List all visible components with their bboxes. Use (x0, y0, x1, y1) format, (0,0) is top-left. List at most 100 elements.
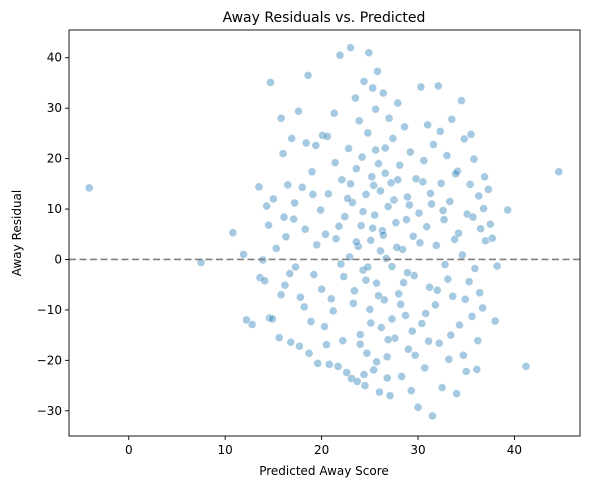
data-point (285, 269, 295, 278)
data-point (442, 151, 452, 160)
data-point (311, 141, 321, 150)
data-point (382, 373, 392, 383)
data-point (417, 319, 427, 328)
data-point (450, 235, 459, 244)
data-point (395, 160, 405, 170)
data-point (459, 134, 469, 144)
data-point (289, 214, 298, 224)
data-point (436, 179, 446, 188)
data-point (350, 286, 359, 296)
data-point (445, 197, 455, 206)
data-point (260, 276, 270, 285)
data-point (408, 231, 418, 241)
data-point (387, 314, 397, 324)
data-point (379, 88, 388, 98)
x-tick-label: 10 (218, 443, 233, 457)
data-point (402, 215, 411, 224)
data-point (276, 113, 286, 123)
data-point (486, 219, 495, 229)
data-point (371, 145, 380, 155)
data-point (306, 317, 316, 326)
data-point (440, 260, 450, 269)
data-point (242, 315, 251, 325)
data-point (377, 323, 386, 332)
data-point (418, 177, 428, 187)
data-point (342, 368, 351, 377)
data-point (404, 344, 413, 354)
x-tick-label: 30 (410, 443, 425, 457)
data-point (381, 254, 391, 263)
data-point (255, 273, 265, 282)
data-point (431, 300, 440, 310)
data-point (427, 199, 436, 209)
data-point (339, 272, 349, 281)
data-point (276, 290, 286, 300)
data-point (335, 50, 345, 60)
data-point (391, 218, 401, 227)
data-point (298, 183, 307, 192)
data-point (196, 258, 206, 267)
data-point (444, 355, 454, 364)
data-point (388, 134, 398, 143)
data-point (266, 78, 275, 87)
data-point (374, 291, 383, 301)
data-point (286, 337, 296, 347)
data-point (359, 370, 369, 379)
data-point (336, 259, 346, 269)
data-point (338, 336, 348, 345)
data-point (419, 156, 429, 165)
data-point (325, 360, 334, 369)
plot-area (68, 29, 581, 437)
data-point (433, 81, 443, 91)
data-point (330, 158, 340, 167)
data-point (317, 284, 326, 294)
data-point (399, 278, 408, 287)
data-point (372, 278, 381, 288)
data-point (410, 350, 420, 360)
data-point (424, 336, 433, 346)
y-tick-label: −30 (37, 404, 62, 418)
data-point (437, 383, 447, 392)
data-point (397, 372, 406, 381)
data-point (307, 167, 317, 177)
data-point (363, 262, 373, 272)
data-point (291, 262, 300, 272)
data-point (320, 322, 329, 331)
data-point (422, 222, 432, 231)
data-point (503, 205, 512, 215)
data-point (413, 402, 423, 412)
data-point (369, 181, 378, 190)
data-point (480, 172, 489, 182)
data-point (316, 205, 325, 215)
data-point (337, 175, 347, 185)
data-point (268, 314, 277, 324)
data-point (278, 149, 288, 158)
data-point (400, 122, 409, 132)
data-point (414, 208, 424, 218)
data-point (295, 341, 304, 351)
data-point (476, 224, 485, 234)
data-point (359, 77, 369, 86)
y-tick-label: 20 (47, 152, 62, 166)
data-point (357, 152, 367, 162)
data-point (376, 246, 385, 256)
data-point (426, 189, 435, 198)
data-point (343, 194, 352, 203)
data-point (294, 106, 303, 116)
data-point (389, 195, 399, 205)
data-point (239, 250, 248, 259)
data-point (406, 386, 416, 395)
data-point (344, 144, 353, 153)
data-point (421, 309, 431, 318)
data-point (478, 303, 487, 313)
data-point (360, 381, 370, 390)
data-point (84, 183, 94, 193)
y-tick-label: −10 (37, 303, 62, 317)
data-point (333, 362, 343, 371)
data-point (393, 98, 403, 108)
data-point (280, 280, 290, 290)
plot-background (69, 30, 580, 436)
data-point (355, 339, 365, 349)
data-point (469, 154, 479, 164)
